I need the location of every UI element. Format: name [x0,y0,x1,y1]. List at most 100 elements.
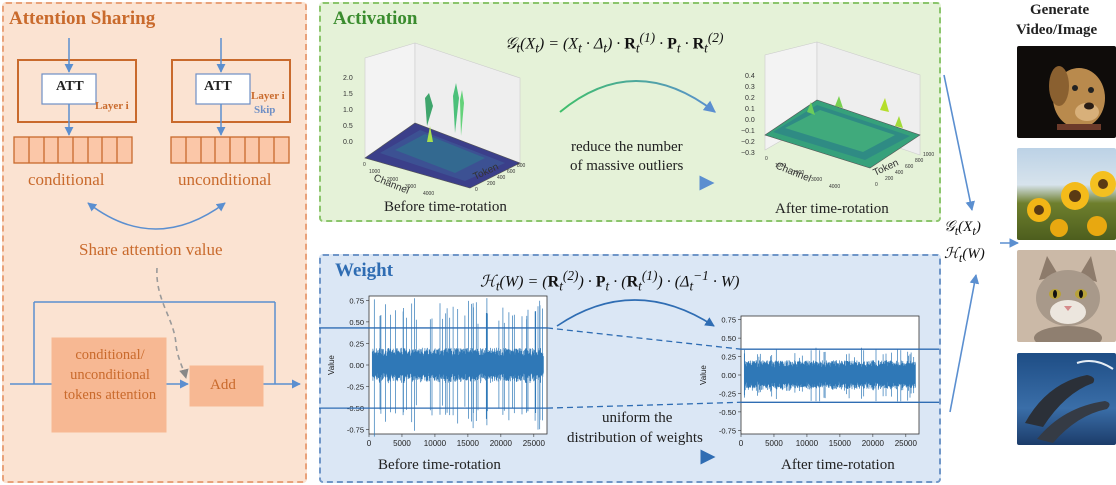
attention-sharing-title: Attention Sharing [9,8,156,29]
channel-tick-after: 2000 [793,170,804,176]
x-tick-label: 0 [739,439,744,448]
dolphins-image [1017,353,1116,445]
weight-plots: 0.750.500.250.00-0.25-0.50-0.75050001000… [319,295,939,465]
z-tick-before: 1.5 [343,91,353,98]
activation-before-caption: Before time-rotation [384,199,507,215]
conditional-label: conditional [28,170,105,189]
weight-title: Weight [335,260,394,281]
x-tick-label: 5000 [393,439,411,448]
token-tick-after: 400 [895,170,904,176]
z-tick-before: 2.0 [343,75,353,82]
z-tick-after: 0.3 [745,84,755,91]
token-tick-before: 400 [497,175,506,181]
channel-tick-after: 4000 [829,184,840,190]
y-tick-label: -0.75 [719,426,736,435]
x-tick-label: 0 [367,439,372,448]
y-axis-label: Value [327,355,336,375]
unconditional-label: unconditional [178,170,272,189]
z-tick-before: 0.0 [343,139,353,146]
token-tick-before: 0 [475,187,478,193]
channel-tick-before: 0 [363,162,366,168]
activation-before-surface: 2.0 1.5 1.0 0.5 0.0 0 1000 2000 3000 400… [343,42,526,197]
y-tick-label: -0.25 [719,389,736,398]
channel-tick-before: 2000 [387,177,398,183]
y-tick-label: 0.75 [349,296,364,305]
x-tick-label: 10000 [424,439,447,448]
reference-connector [546,327,742,350]
activation-formula: 𝒢t(Xt) = (Xt · Δt) · Rt(1) · Pt · Rt(2) [505,30,724,56]
channel-tick-after: 3000 [811,177,822,183]
y-tick-label: -0.25 [347,383,364,392]
token-tick-after: 800 [915,158,924,164]
x-tick-label: 5000 [765,439,783,448]
h-output-label: ℋt(W) [944,246,985,265]
weight-formula: ℋt(W) = (Rt(2)) · Pt · (Rt(1)) · (Δt−1 ·… [480,268,740,294]
x-tick-label: 15000 [829,439,852,448]
token-tick-before: 800 [517,163,526,169]
uniform-text-2: distribution of weights [567,430,703,446]
z-tick-after: −0.1 [741,128,755,135]
activation-after-caption: After time-rotation [775,201,889,217]
weight-before-caption: Before time-rotation [378,457,501,473]
generate-title-1: Generate [1030,2,1090,18]
z-tick-after: 0.0 [745,117,755,124]
layer-label-left: Layer i [95,100,129,112]
uniform-text-1: uniform the [602,410,673,426]
channel-tick-after: 0 [765,156,768,162]
token-tick-before: 600 [507,169,516,175]
z-tick-before: 0.5 [343,123,353,130]
activation-after-surface: 0.4 0.3 0.2 0.1 0.0 −0.1 −0.2 −0.3 0 100… [741,41,934,190]
cat-image [1017,250,1116,342]
z-tick-before: 1.0 [343,107,353,114]
reduce-text-2: of massive outliers [570,158,684,174]
channel-axis-label: Channel [774,161,813,185]
y-tick-label: -0.75 [347,426,364,435]
y-tick-label: -0.50 [719,408,736,417]
att-label-left: ATT [56,79,84,94]
token-tick-after: 0 [875,182,878,188]
y-axis-label: Value [699,365,708,385]
layer-label-right: Layer i [251,90,285,102]
z-tick-after: 0.4 [745,73,755,80]
y-tick-label: 0.75 [721,316,736,325]
formula-g-symbol: 𝒢 [505,35,517,53]
x-tick-label: 15000 [457,439,480,448]
token-tick-before: 200 [487,181,496,187]
x-tick-label: 20000 [862,439,885,448]
output-arrows [943,74,1019,413]
weight-signal-series [743,347,916,402]
sunflowers-image [1017,148,1116,240]
attention-sharing-diagram [10,38,301,433]
z-tick-after: −0.2 [741,139,755,146]
y-tick-label: 0.25 [721,353,736,362]
z-tick-after: 0.1 [745,106,755,113]
x-tick-label: 10000 [796,439,819,448]
generate-title-2: Video/Image [1016,22,1098,38]
z-tick-after: −0.3 [741,150,755,157]
weight-signal-series [371,298,544,437]
token-tick-after: 200 [885,176,894,182]
add-box-label: Add [210,377,236,393]
att-label-right: ATT [204,79,232,94]
z-tick-after: 0.2 [745,95,755,102]
activation-transform-arrows [559,80,716,191]
reduce-text-1: reduce the number [571,139,683,155]
g-output-label: 𝒢t(Xt) [944,219,981,238]
channel-tick-after: 1000 [775,163,786,169]
token-tick-after: 1000 [923,152,934,158]
channel-tick-before: 3000 [405,184,416,190]
channel-tick-before: 1000 [369,169,380,175]
y-tick-label: 0.50 [349,318,364,327]
dog-image [1017,46,1116,138]
y-tick-label: 0.00 [349,361,364,370]
skip-label: Skip [254,104,276,116]
weight-after-caption: After time-rotation [781,457,895,473]
activation-title: Activation [333,8,418,29]
y-tick-label: 0.50 [721,334,736,343]
transform-arc [556,299,715,327]
share-attention-label: Share attention value [79,240,223,259]
x-tick-label: 20000 [490,439,513,448]
token-tick-after: 600 [905,164,914,170]
x-tick-label: 25000 [895,439,918,448]
tokens-attention-box: conditional/ unconditional tokens attent… [63,347,157,403]
